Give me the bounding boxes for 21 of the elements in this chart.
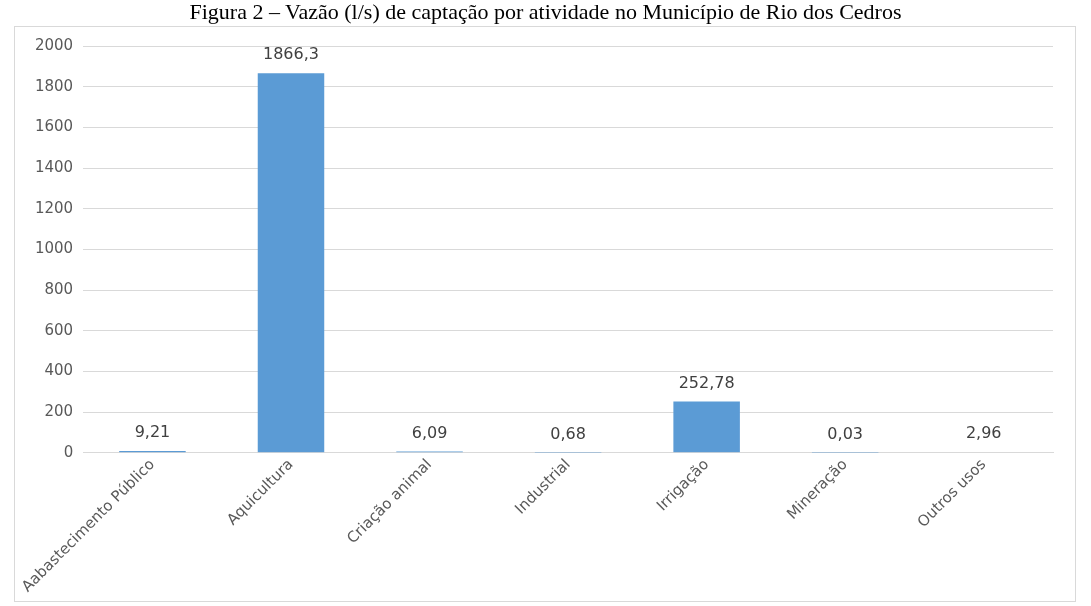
data-label: 0,03	[827, 423, 863, 443]
y-tick-label: 600	[44, 320, 74, 339]
y-tick-label: 800	[44, 279, 74, 298]
y-tick-label: 1000	[34, 239, 74, 258]
data-label: 1866,3	[263, 44, 319, 64]
chart-title: Figura 2 – Vazão (l/s) de captação por atividade no Município de Rio dos Cedros	[188, 0, 903, 24]
y-tick-label: 1600	[34, 117, 74, 136]
data-label: 2,96	[965, 423, 1002, 443]
y-tick-label: 0	[63, 442, 74, 461]
bar	[673, 401, 740, 453]
data-label: 6,09	[411, 422, 448, 442]
y-tick-label: 1800	[34, 76, 74, 95]
data-label: 0,68	[550, 423, 586, 443]
data-label: 252,78	[678, 372, 735, 392]
bar	[257, 73, 325, 453]
y-tick-label: 200	[44, 402, 74, 421]
y-tick-label: 400	[44, 361, 74, 380]
y-tick-label: 2000	[34, 35, 74, 54]
y-tick-label: 1400	[34, 157, 74, 176]
data-label: 9,21	[134, 422, 171, 442]
y-tick-label: 1200	[34, 198, 74, 217]
